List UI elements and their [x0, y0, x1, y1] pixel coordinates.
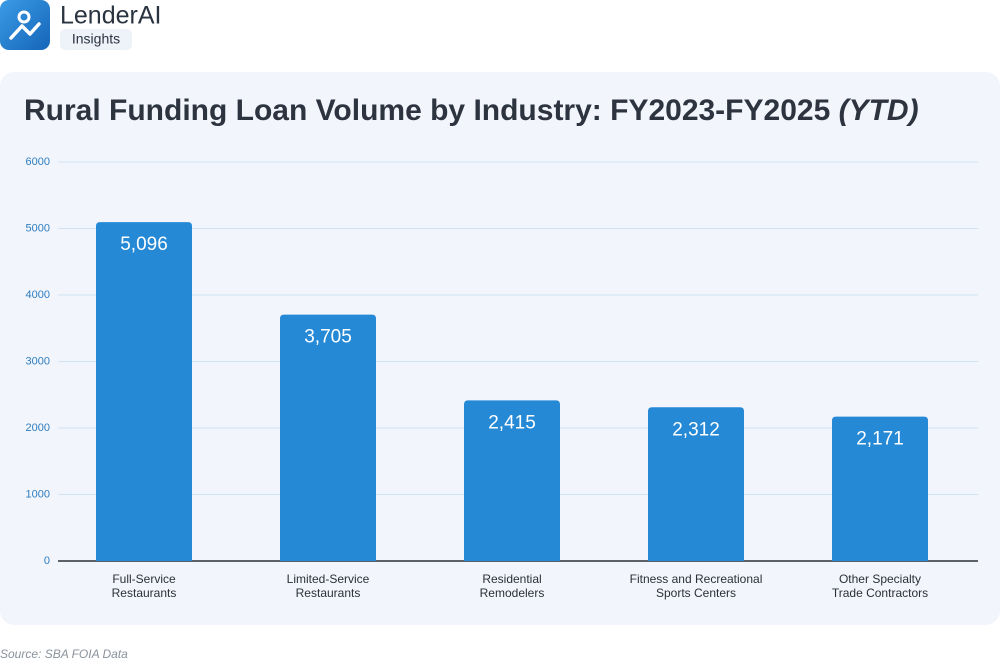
- logo-glyph: [17, 10, 31, 24]
- x-tick-label: Other Specialty Trade Contractors: [831, 572, 929, 600]
- y-tick-label: 2000: [26, 422, 50, 434]
- y-tick-label: 3000: [26, 355, 50, 367]
- source: Source: SBA FOIA Data: [0, 647, 128, 661]
- value-label: 5,096: [120, 234, 168, 255]
- bar: [648, 407, 744, 561]
- value-label: 2,312: [672, 419, 720, 440]
- chart-title: Rural Funding Loan Volume by Industry: F…: [24, 94, 919, 127]
- tag-pill: [60, 29, 132, 50]
- brand: LenderAI: [60, 2, 161, 30]
- value-label: 3,705: [304, 327, 352, 348]
- value-label: 2,415: [488, 412, 536, 433]
- x-tick-label: Fitness and Recreational Sports Centers: [629, 572, 763, 600]
- bar: [464, 400, 560, 561]
- x-tick-label: Limited-Service Restaurants: [286, 572, 370, 600]
- tag: Insights: [72, 31, 120, 47]
- logo-icon: [0, 0, 50, 50]
- x-tick-label: Full-Service Restaurants: [111, 572, 177, 600]
- title-suffix: (YTD): [839, 94, 919, 127]
- x-tick-label: Residential Remodelers: [479, 572, 545, 600]
- bar: [96, 222, 192, 561]
- y-tick-label: 5000: [26, 222, 50, 234]
- y-tick-label: 1000: [26, 488, 50, 500]
- bar: [280, 314, 376, 561]
- y-tick-label: 4000: [26, 289, 50, 301]
- logo-glyph: [9, 22, 41, 40]
- value-label: 2,171: [856, 429, 904, 450]
- y-tick-label: 0: [44, 555, 50, 567]
- bar: [832, 416, 928, 561]
- title-main: Rural Funding Loan Volume by Industry: F…: [24, 94, 830, 127]
- card: [0, 72, 1000, 625]
- y-tick-label: 6000: [26, 156, 50, 168]
